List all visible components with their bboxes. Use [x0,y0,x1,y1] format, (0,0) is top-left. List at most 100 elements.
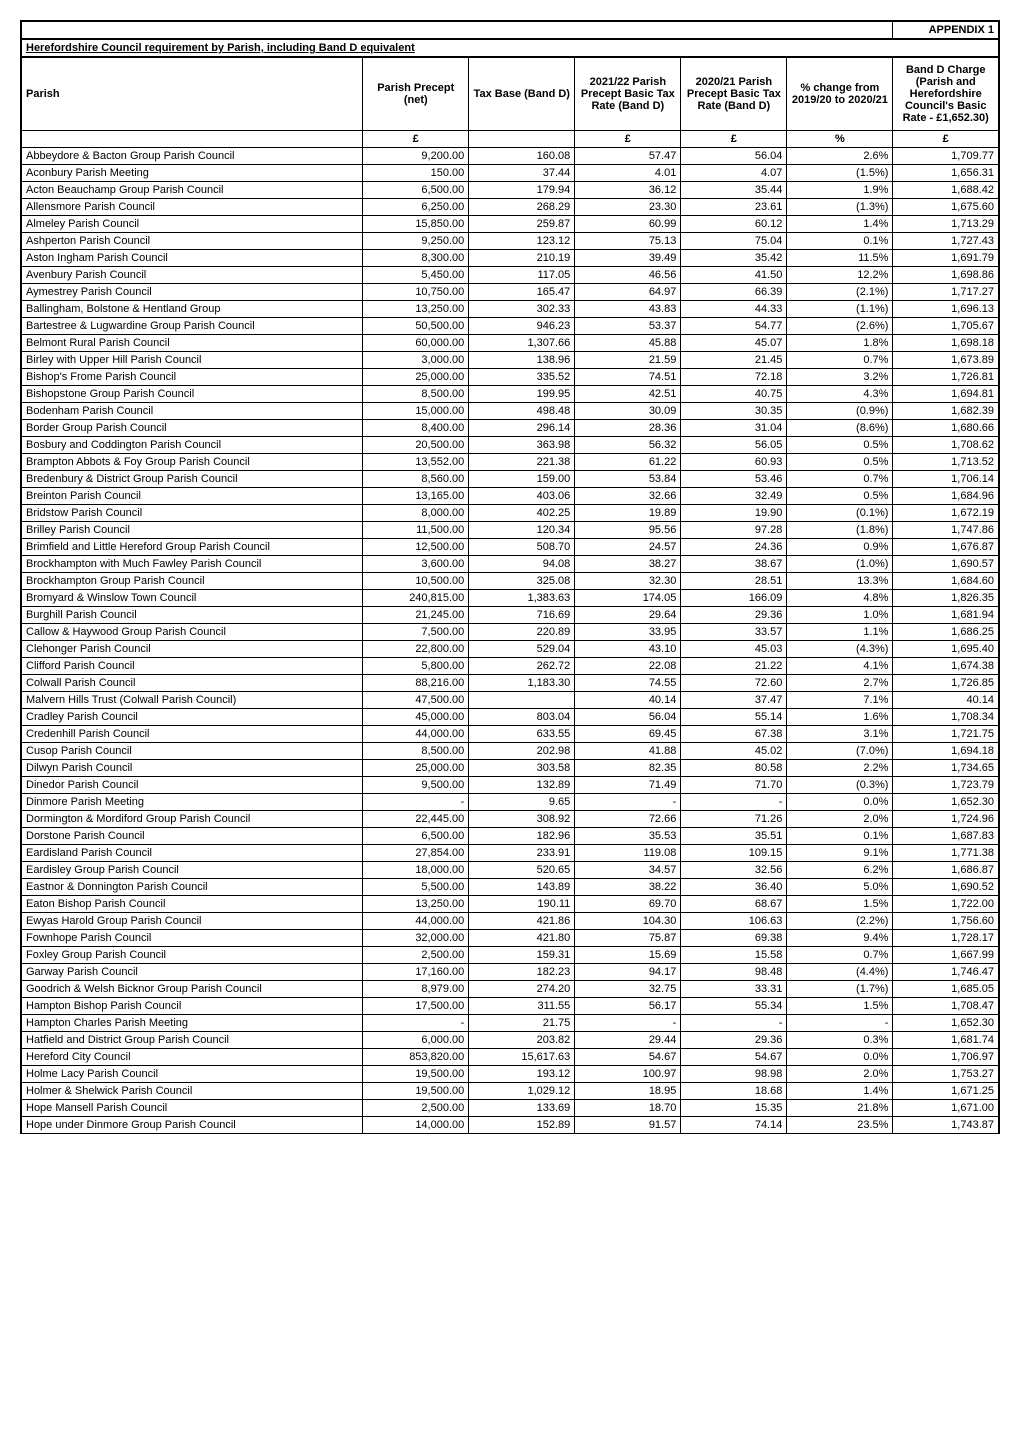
cell-taxbase: 421.86 [469,913,575,930]
cell-rate2021: 68.67 [681,896,787,913]
cell-rate2122: 54.67 [575,1049,681,1066]
cell-bandd: 1,690.52 [893,879,999,896]
appendix-label: APPENDIX 1 [893,21,999,39]
cell-parish: Ewyas Harold Group Parish Council [21,913,363,930]
cell-parish: Breinton Parish Council [21,488,363,505]
cell-precept: 9,200.00 [363,148,469,165]
cell-taxbase: 221.38 [469,454,575,471]
cell-taxbase: 1,307.66 [469,335,575,352]
cell-rate2122: 30.09 [575,403,681,420]
cell-rate2021: 23.61 [681,199,787,216]
table-row: Aconbury Parish Meeting150.0037.444.014.… [21,165,999,182]
cell-parish: Brampton Abbots & Foy Group Parish Counc… [21,454,363,471]
cell-rate2021: 54.77 [681,318,787,335]
cell-rate2021: 35.51 [681,828,787,845]
cell-parish: Brimfield and Little Hereford Group Pari… [21,539,363,556]
cell-parish: Ashperton Parish Council [21,233,363,250]
table-row: Bromyard & Winslow Town Council240,815.0… [21,590,999,607]
cell-change: 0.5% [787,454,893,471]
cell-precept: 3,000.00 [363,352,469,369]
cell-bandd: 1,686.25 [893,624,999,641]
cell-change: 2.0% [787,1066,893,1083]
cell-change: 1.0% [787,607,893,624]
cell-rate2122: 34.57 [575,862,681,879]
cell-parish: Hampton Bishop Parish Council [21,998,363,1015]
cell-rate2021: 109.15 [681,845,787,862]
cell-taxbase: 165.47 [469,284,575,301]
cell-rate2021: - [681,794,787,811]
cell-precept: 12,500.00 [363,539,469,556]
cell-rate2122: 56.04 [575,709,681,726]
cell-rate2122: 42.51 [575,386,681,403]
cell-rate2122: 4.01 [575,165,681,182]
cell-taxbase: 202.98 [469,743,575,760]
cell-precept: 6,000.00 [363,1032,469,1049]
cell-taxbase: 421.80 [469,930,575,947]
cell-bandd: 1,684.60 [893,573,999,590]
cell-bandd: 1,698.86 [893,267,999,284]
cell-precept: - [363,794,469,811]
cell-taxbase: 152.89 [469,1117,575,1134]
cell-change: 0.7% [787,947,893,964]
unit-taxbase [469,131,575,148]
cell-rate2122: 18.70 [575,1100,681,1117]
table-row: Almeley Parish Council15,850.00259.8760.… [21,216,999,233]
cell-bandd: 1,708.34 [893,709,999,726]
cell-rate2122: 41.88 [575,743,681,760]
cell-precept: 32,000.00 [363,930,469,947]
cell-taxbase: 190.11 [469,896,575,913]
cell-taxbase: 335.52 [469,369,575,386]
cell-parish: Brilley Parish Council [21,522,363,539]
cell-taxbase [469,692,575,709]
cell-rate2021: 54.67 [681,1049,787,1066]
cell-parish: Brockhampton Group Parish Council [21,573,363,590]
table-row: Fownhope Parish Council32,000.00421.8075… [21,930,999,947]
cell-bandd: 1,753.27 [893,1066,999,1083]
table-row: Brockhampton with Much Fawley Parish Cou… [21,556,999,573]
cell-rate2021: 67.38 [681,726,787,743]
cell-rate2021: 15.35 [681,1100,787,1117]
cell-parish: Credenhill Parish Council [21,726,363,743]
cell-precept: 8,400.00 [363,420,469,437]
cell-rate2021: 37.47 [681,692,787,709]
cell-parish: Aymestrey Parish Council [21,284,363,301]
cell-taxbase: 803.04 [469,709,575,726]
cell-parish: Eaton Bishop Parish Council [21,896,363,913]
unit-rate2021: £ [681,131,787,148]
table-row: Dormington & Mordiford Group Parish Coun… [21,811,999,828]
cell-rate2021: 97.28 [681,522,787,539]
table-row: Bishop's Frome Parish Council25,000.0033… [21,369,999,386]
table-row: Avenbury Parish Council5,450.00117.0546.… [21,267,999,284]
cell-precept: 13,250.00 [363,301,469,318]
cell-parish: Birley with Upper Hill Parish Council [21,352,363,369]
cell-precept: 5,450.00 [363,267,469,284]
cell-rate2122: 69.45 [575,726,681,743]
cell-rate2021: 72.60 [681,675,787,692]
table-row: Malvern Hills Trust (Colwall Parish Coun… [21,692,999,709]
cell-rate2021: 106.63 [681,913,787,930]
cell-precept: 21,245.00 [363,607,469,624]
cell-parish: Dinmore Parish Meeting [21,794,363,811]
cell-precept: 22,800.00 [363,641,469,658]
cell-rate2021: 56.05 [681,437,787,454]
cell-bandd: 1,726.85 [893,675,999,692]
cell-taxbase: 946.23 [469,318,575,335]
cell-parish: Goodrich & Welsh Bicknor Group Parish Co… [21,981,363,998]
cell-bandd: 1,652.30 [893,1015,999,1032]
cell-change: (1.1%) [787,301,893,318]
cell-rate2021: 55.14 [681,709,787,726]
cell-rate2021: 60.93 [681,454,787,471]
cell-parish: Acton Beauchamp Group Parish Council [21,182,363,199]
cell-bandd: 1,756.60 [893,913,999,930]
table-row: Foxley Group Parish Council2,500.00159.3… [21,947,999,964]
cell-parish: Allensmore Parish Council [21,199,363,216]
cell-rate2021: 98.48 [681,964,787,981]
cell-taxbase: 325.08 [469,573,575,590]
cell-change: (0.9%) [787,403,893,420]
cell-precept: 17,160.00 [363,964,469,981]
table-row: Cradley Parish Council45,000.00803.0456.… [21,709,999,726]
cell-change: (1.7%) [787,981,893,998]
cell-rate2021: 75.04 [681,233,787,250]
table-row: Hatfield and District Group Parish Counc… [21,1032,999,1049]
cell-taxbase: 159.31 [469,947,575,964]
